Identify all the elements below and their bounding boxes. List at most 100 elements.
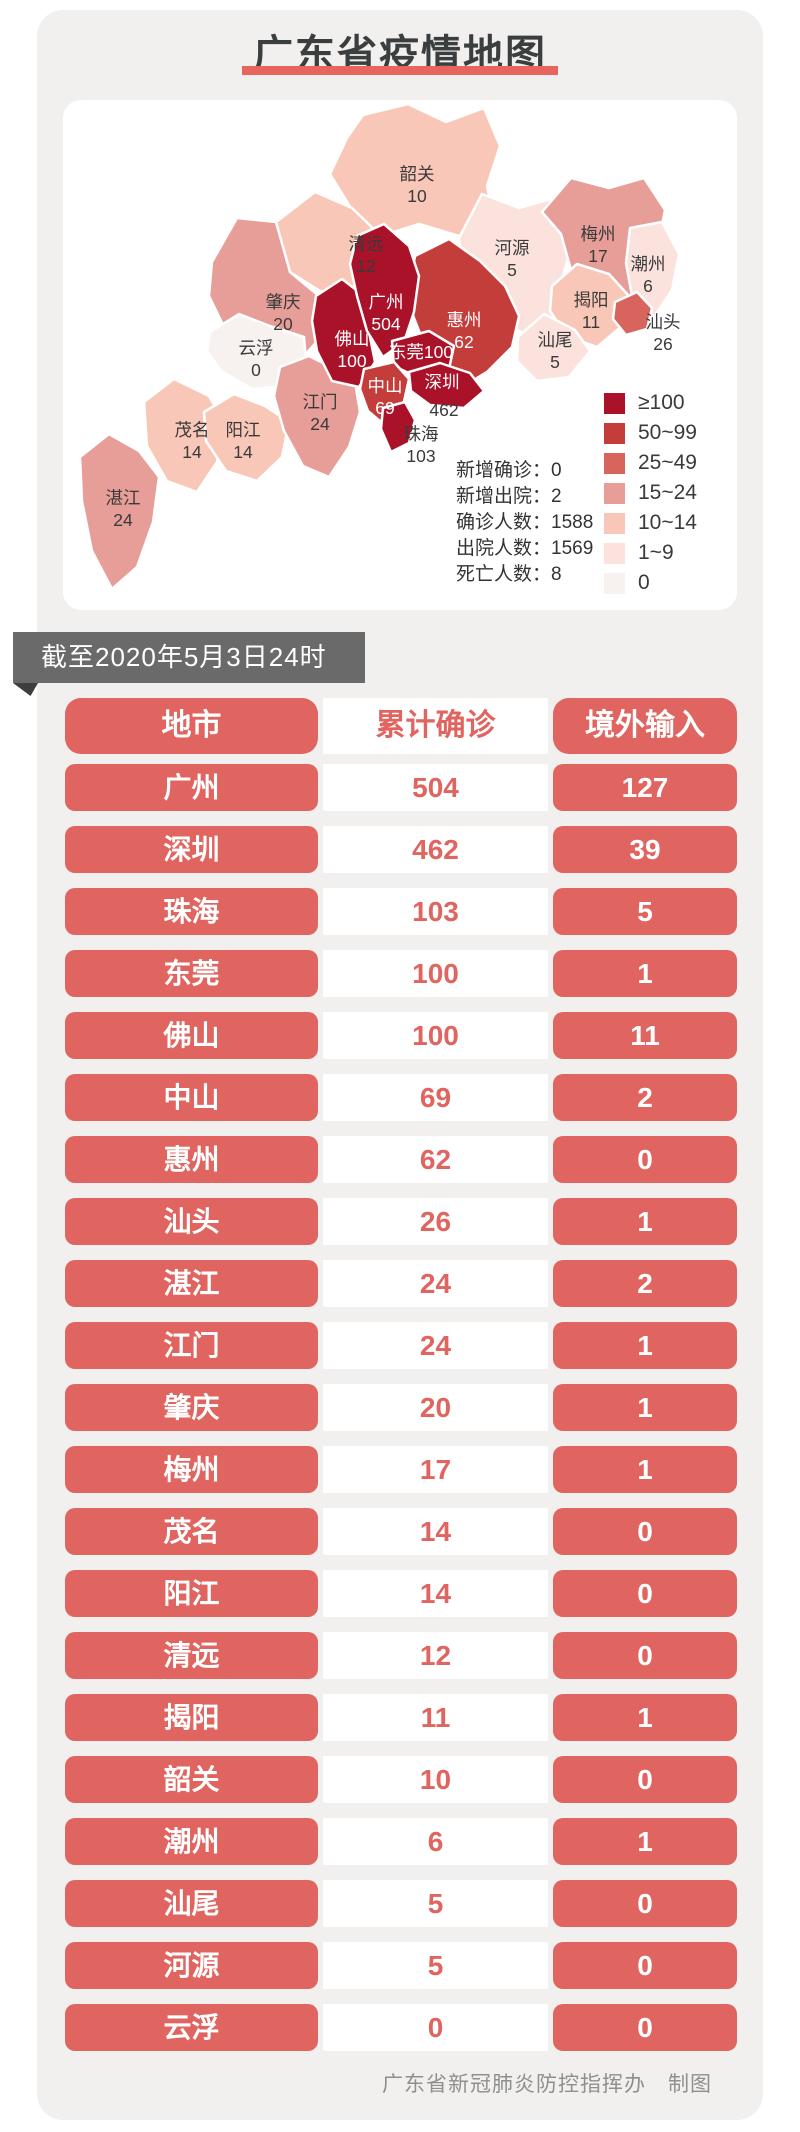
map-region-label: 5: [550, 352, 560, 372]
map-region-label: 江门: [303, 392, 338, 412]
stat-line: 死亡人数：8: [456, 564, 562, 585]
map-region-label: 12: [356, 256, 375, 276]
map-region-label: 504: [371, 314, 400, 334]
stat-line: 出院人数：1569: [456, 538, 594, 559]
map-region-label: 惠州: [447, 310, 482, 330]
imported-cell: 39: [553, 826, 737, 873]
confirmed-cell: 20: [323, 1384, 548, 1431]
confirmed-cell: 462: [323, 826, 548, 873]
city-name-cell: 韶关: [65, 1756, 318, 1803]
table-row: 珠海 103 5: [65, 888, 737, 935]
map-region-label: 潮州: [631, 254, 666, 274]
table-row: 揭阳 11 1: [65, 1694, 737, 1741]
confirmed-cell: 69: [323, 1074, 548, 1121]
stat-line: 确诊人数：1588: [456, 512, 594, 533]
confirmed-cell: 14: [323, 1570, 548, 1617]
stat-line: 新增出院：2: [456, 486, 562, 507]
map-region-label: 肇庆: [266, 292, 301, 312]
map-region-label: 云浮: [239, 338, 274, 358]
map-region-label: 湛江: [106, 488, 141, 508]
confirmed-cell: 5: [323, 1880, 548, 1927]
city-name-cell: 梅州: [65, 1446, 318, 1493]
table-row: 中山 69 2: [65, 1074, 737, 1121]
legend-swatch: [604, 482, 625, 504]
map-region-label: 62: [454, 332, 473, 352]
legend-label: 0: [638, 571, 650, 594]
legend-item: ≥100: [604, 388, 697, 418]
city-name-cell: 河源: [65, 1942, 318, 1989]
date-banner: 截至2020年5月3日24时: [13, 632, 365, 683]
legend-label: 1~9: [638, 541, 674, 564]
confirmed-cell: 10: [323, 1756, 548, 1803]
confirmed-cell: 14: [323, 1508, 548, 1555]
table-row: 广州 504 127: [65, 764, 737, 811]
table-row: 阳江 14 0: [65, 1570, 737, 1617]
confirmed-cell: 0: [323, 2004, 548, 2051]
table-row: 湛江 24 2: [65, 1260, 737, 1307]
legend-swatch: [604, 542, 625, 564]
city-name-cell: 湛江: [65, 1260, 318, 1307]
banner-fold: [13, 683, 38, 696]
map-region-label: 汕头: [646, 312, 681, 332]
map-region-label: 中山: [368, 376, 403, 396]
confirmed-cell: 24: [323, 1322, 548, 1369]
table-row: 清远 12 0: [65, 1632, 737, 1679]
map-region-label: 20: [273, 314, 293, 334]
map-region-label: 10: [407, 186, 427, 206]
city-name-cell: 深圳: [65, 826, 318, 873]
confirmed-cell: 6: [323, 1818, 548, 1865]
city-name-cell: 惠州: [65, 1136, 318, 1183]
legend-item: 1~9: [604, 538, 697, 568]
confirmed-cell: 11: [323, 1694, 548, 1741]
imported-cell: 127: [553, 764, 737, 811]
imported-cell: 2: [553, 1074, 737, 1121]
city-name-cell: 中山: [65, 1074, 318, 1121]
table-row: 深圳 462 39: [65, 826, 737, 873]
map-region-label: 462: [429, 400, 458, 420]
city-name-cell: 佛山: [65, 1012, 318, 1059]
legend-item: 10~14: [604, 508, 697, 538]
table-row: 汕头 26 1: [65, 1198, 737, 1245]
map-region-label: 梅州: [581, 224, 616, 244]
city-name-cell: 汕头: [65, 1198, 318, 1245]
map-region-label: 24: [113, 510, 133, 530]
legend-label: 10~14: [638, 511, 697, 534]
imported-cell: 1: [553, 1446, 737, 1493]
imported-cell: 0: [553, 1570, 737, 1617]
title-underline: [242, 66, 558, 75]
table-row: 肇庆 20 1: [65, 1384, 737, 1431]
table-row: 茂名 14 0: [65, 1508, 737, 1555]
map-region-label: 14: [182, 442, 202, 462]
map-region-label: 茂名: [175, 420, 210, 440]
city-name-cell: 汕尾: [65, 1880, 318, 1927]
map-region-label: 0: [251, 360, 261, 380]
map-region-label: 河源: [495, 238, 530, 258]
map-region-label: 6: [643, 276, 653, 296]
city-name-cell: 云浮: [65, 2004, 318, 2051]
map-region-label: 韶关: [400, 164, 435, 184]
map-region: [515, 312, 592, 383]
confirmed-cell: 100: [323, 950, 548, 997]
confirmed-cell: 103: [323, 888, 548, 935]
imported-cell: 1: [553, 950, 737, 997]
map-region-label: 清远: [349, 234, 384, 254]
imported-cell: 1: [553, 1322, 737, 1369]
confirmed-cell: 5: [323, 1942, 548, 1989]
map-legend: ≥100 50~99 25~49 15~24 10~14 1~9 0: [604, 388, 697, 598]
confirmed-cell: 24: [323, 1260, 548, 1307]
map-region: [142, 377, 226, 494]
legend-item: 0: [604, 568, 697, 598]
confirmed-cell: 100: [323, 1012, 548, 1059]
legend-swatch: [604, 422, 625, 444]
map-region-label: 11: [582, 312, 600, 332]
map-region: [379, 400, 417, 454]
map-region-label: 5: [507, 260, 517, 280]
map-region-label: 深圳: [425, 372, 460, 392]
legend-label: 50~99: [638, 421, 697, 444]
map-region-label: 17: [588, 246, 607, 266]
summary-stats: 新增确诊：0 新增出院：2 确诊人数：1588 出院人数：1569 死亡人数：8: [456, 458, 593, 588]
imported-cell: 11: [553, 1012, 737, 1059]
table-row: 东莞 100 1: [65, 950, 737, 997]
confirmed-cell: 504: [323, 764, 548, 811]
table-row: 河源 5 0: [65, 1942, 737, 1989]
